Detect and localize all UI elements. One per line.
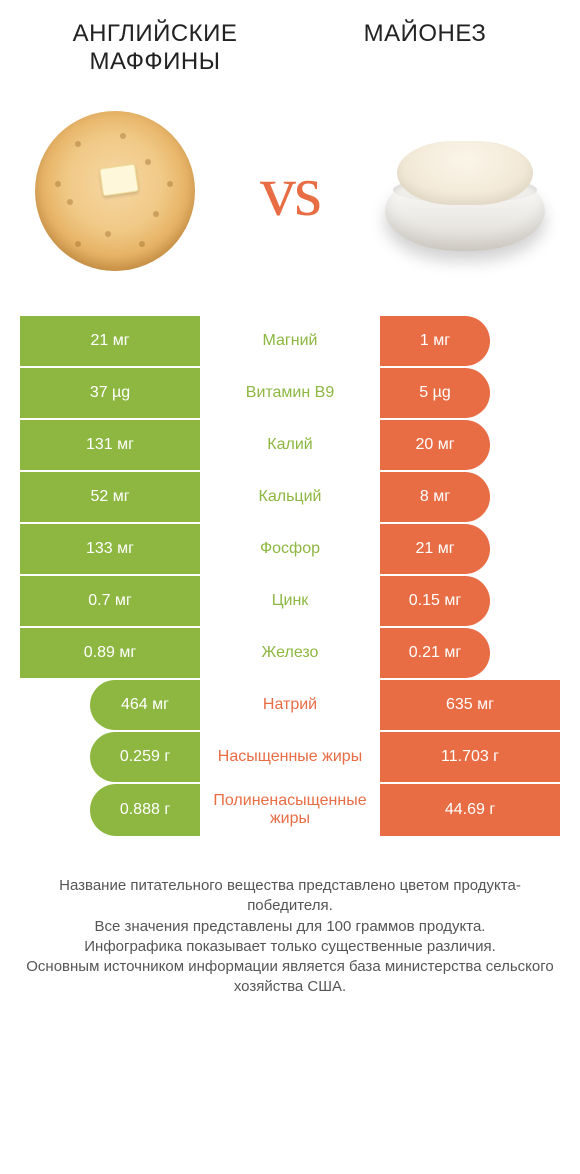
table-row: 37 µgВитамин B95 µg <box>20 368 560 420</box>
vs-label: vs <box>260 150 320 233</box>
value-left: 133 мг <box>20 524 200 574</box>
nutrient-label: Натрий <box>200 680 380 730</box>
nutrient-label: Цинк <box>200 576 380 626</box>
value-left: 52 мг <box>20 472 200 522</box>
nutrient-label: Полиненасыщенные жиры <box>200 784 380 836</box>
product-image-right <box>380 106 550 276</box>
value-left: 0.888 г <box>90 784 200 836</box>
vs-strip: vs <box>0 76 580 316</box>
product-title-right: МАЙОНЕЗ <box>290 20 560 48</box>
value-left: 37 µg <box>20 368 200 418</box>
nutrient-label: Железо <box>200 628 380 678</box>
mayonnaise-bowl-icon <box>385 141 545 261</box>
value-right: 5 µg <box>380 368 490 418</box>
product-image-left <box>30 106 200 276</box>
nutrient-label: Насыщенные жиры <box>200 732 380 782</box>
table-row: 0.259 гНасыщенные жиры11.703 г <box>20 732 560 784</box>
value-right: 1 мг <box>380 316 490 366</box>
value-right: 635 мг <box>380 680 560 730</box>
table-row: 0.89 мгЖелезо0.21 мг <box>20 628 560 680</box>
value-left: 0.259 г <box>90 732 200 782</box>
value-right: 0.21 мг <box>380 628 490 678</box>
header: АНГЛИЙСКИЕ МАФФИНЫ МАЙОНЕЗ <box>0 0 580 76</box>
nutrient-label: Магний <box>200 316 380 366</box>
english-muffin-icon <box>35 111 195 271</box>
value-left: 0.89 мг <box>20 628 200 678</box>
table-row: 131 мгКалий20 мг <box>20 420 560 472</box>
value-right: 8 мг <box>380 472 490 522</box>
value-right: 11.703 г <box>380 732 560 782</box>
value-left: 21 мг <box>20 316 200 366</box>
footer-line: Инфографика показывает только существенн… <box>24 937 556 957</box>
value-left: 0.7 мг <box>20 576 200 626</box>
nutrient-label: Кальций <box>200 472 380 522</box>
nutrition-table: 21 мгМагний1 мг37 µgВитамин B95 µg131 мг… <box>0 316 580 836</box>
footnote: Название питательного вещества представл… <box>0 836 580 998</box>
table-row: 133 мгФосфор21 мг <box>20 524 560 576</box>
value-right: 44.69 г <box>380 784 560 836</box>
value-right: 21 мг <box>380 524 490 574</box>
product-title-left: АНГЛИЙСКИЕ МАФФИНЫ <box>20 20 290 76</box>
table-row: 21 мгМагний1 мг <box>20 316 560 368</box>
table-row: 464 мгНатрий635 мг <box>20 680 560 732</box>
footer-line: Все значения представлены для 100 граммо… <box>24 917 556 937</box>
footer-line: Основным источником информации является … <box>24 957 556 998</box>
nutrient-label: Фосфор <box>200 524 380 574</box>
table-row: 0.7 мгЦинк0.15 мг <box>20 576 560 628</box>
value-right: 20 мг <box>380 420 490 470</box>
nutrient-label: Калий <box>200 420 380 470</box>
table-row: 0.888 гПолиненасыщенные жиры44.69 г <box>20 784 560 836</box>
value-left: 131 мг <box>20 420 200 470</box>
value-left: 464 мг <box>90 680 200 730</box>
footer-line: Название питательного вещества представл… <box>24 876 556 917</box>
nutrient-label: Витамин B9 <box>200 368 380 418</box>
value-right: 0.15 мг <box>380 576 490 626</box>
table-row: 52 мгКальций8 мг <box>20 472 560 524</box>
